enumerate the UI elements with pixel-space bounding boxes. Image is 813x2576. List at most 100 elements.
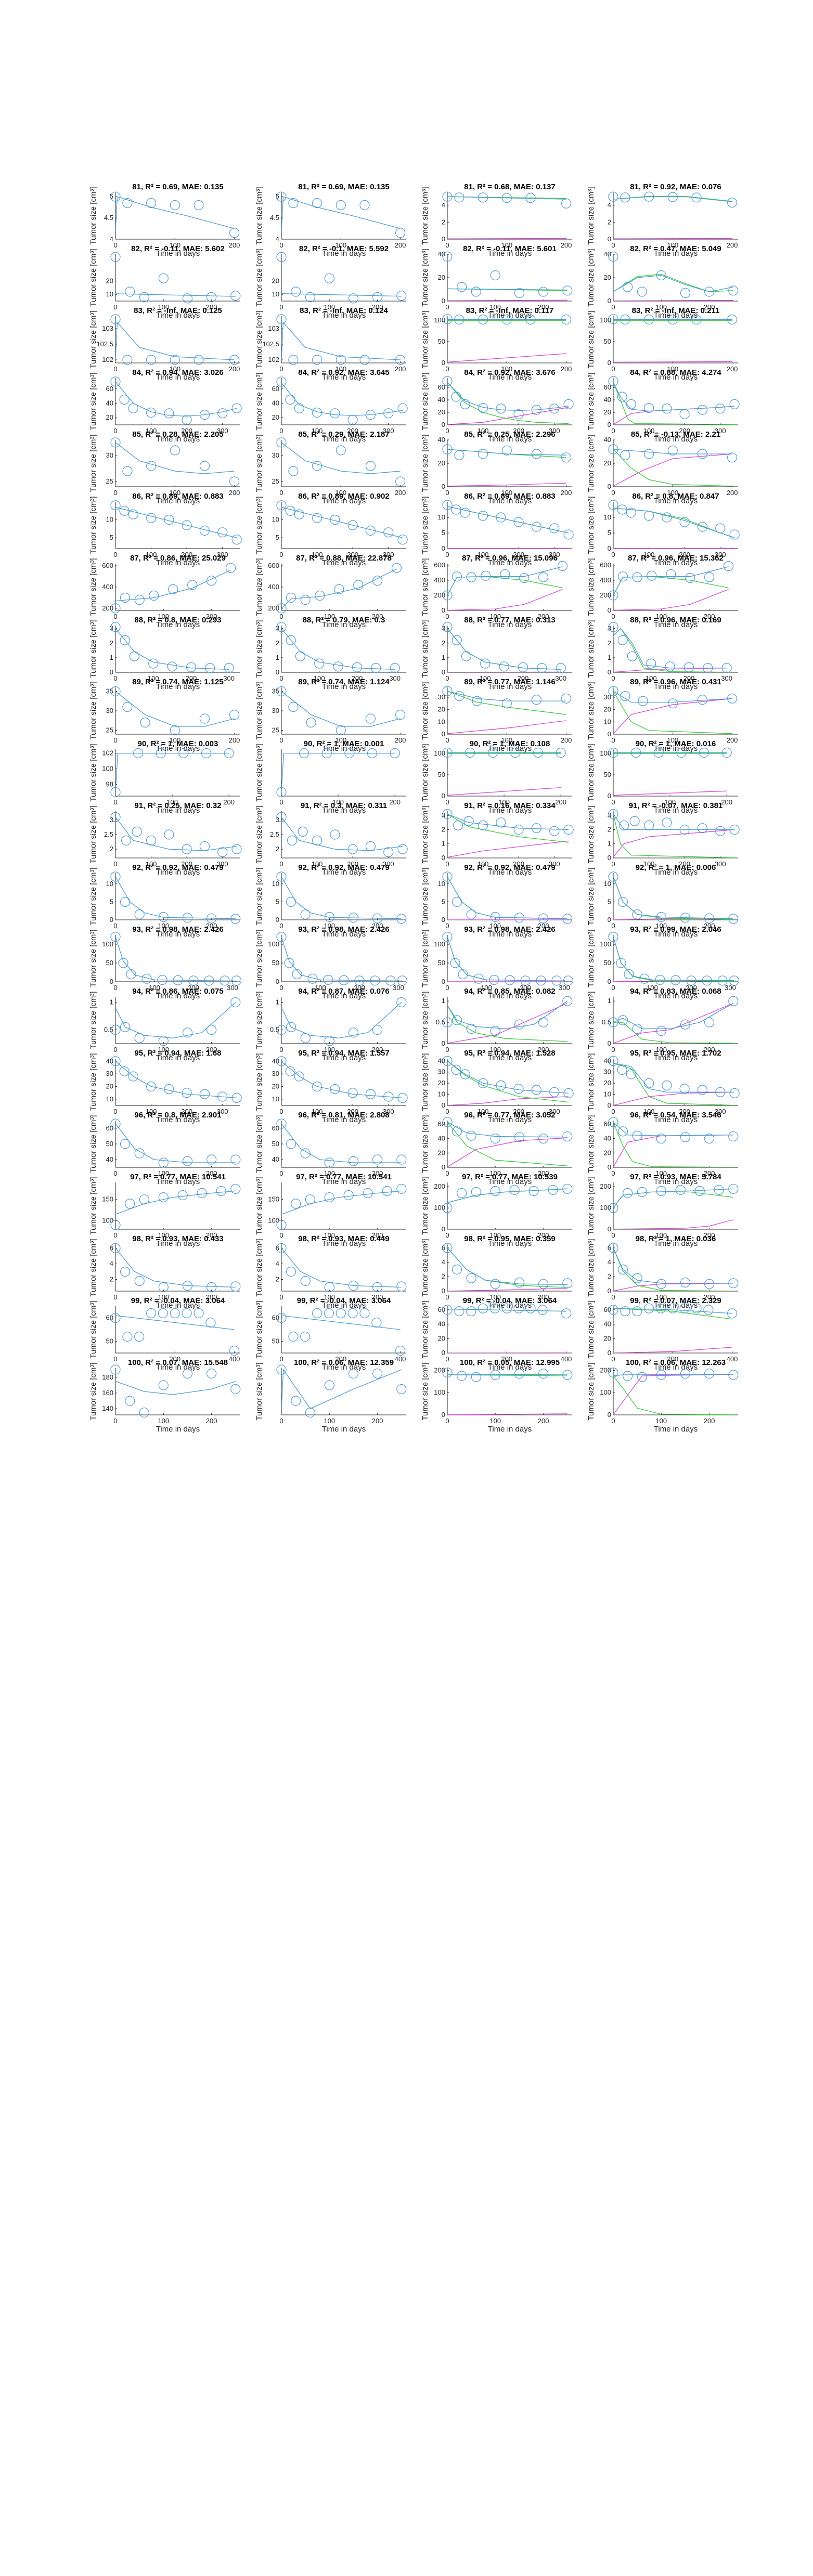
observed-point [170,1308,180,1319]
x-tick-label: 100 [312,860,323,868]
observed-point [312,1081,322,1092]
observed-point [207,1154,217,1165]
observed-point [324,912,334,922]
x-tick-label: 200 [704,1169,715,1177]
observed-point [146,198,157,209]
y-tick-label: 4.5 [104,214,113,222]
observed-point [110,787,121,798]
model-fit-curve [115,876,236,919]
observed-point [691,1303,702,1313]
observed-point [177,1190,188,1201]
observed-point [121,835,132,845]
x-tick-label: 200 [181,1108,192,1115]
x-tick-label: 100 [158,1417,169,1425]
observed-point [513,517,524,527]
subplot-title: 89, R² = 0.96, MAE: 0.431 [630,678,721,686]
treatment-sensitive-curve [447,936,569,982]
subplot-title: 84, R² = 0.92, MAE: 3.676 [464,368,556,377]
x-tick-label: 200 [538,303,549,311]
x-axis-label: Time in days [488,373,532,382]
subplot-title: 89, R² = 0.77, MAE: 1.146 [464,678,556,686]
y-tick-label: 10 [272,290,279,298]
y-tick-label: 40 [604,250,611,258]
observed-point [118,958,128,968]
observed-point [525,314,536,325]
observed-point [608,1203,618,1213]
x-axis-label: Time in days [654,620,698,629]
observed-point [442,444,453,454]
observed-point [656,270,666,281]
model-fit-curve [447,449,566,456]
subplot-title: 96, R² = 0.8, MAE: 2.901 [134,1111,221,1120]
observed-point [323,974,333,985]
x-tick-label: 300 [725,984,736,992]
x-tick-label: 0 [279,1231,283,1239]
observed-point [285,505,295,516]
observed-point [637,1372,648,1382]
x-axis-label: Time in days [156,1053,200,1062]
observed-point [561,1308,572,1319]
x-tick-label: 200 [206,922,217,930]
observed-point [478,1078,488,1088]
subplot-title: 87, R² = 0.96, MAE: 15.096 [462,554,558,563]
observed-point [182,1027,193,1038]
y-tick-label: 0 [608,297,611,305]
x-tick-label: 0 [611,984,615,992]
x-axis-label: Time in days [156,249,200,258]
observed-point [347,844,358,854]
x-axis-label: Time in days [654,373,698,382]
x-tick-label: 0 [445,1046,449,1053]
x-tick-label: 200 [352,674,363,682]
observed-point [371,1317,382,1328]
x-tick-label: 400 [229,1355,240,1363]
observed-point [288,198,299,209]
x-tick-label: 300 [217,427,228,435]
observed-point [478,192,488,203]
x-tick-label: 200 [538,1293,549,1301]
observed-point [662,404,672,414]
observed-point [670,975,681,985]
x-tick-label: 100 [158,613,169,620]
model-fit-curve [115,816,237,851]
observed-point [305,1194,316,1205]
observed-point [608,590,618,601]
observed-point [608,1017,618,1027]
x-tick-label: 200 [347,860,358,868]
x-tick-label: 0 [113,427,117,435]
y-tick-label: 30 [106,451,113,459]
y-tick-label: 20 [438,1149,445,1156]
observed-point [170,445,180,456]
treatment-resistant-curve [447,840,569,858]
observed-point [146,461,157,471]
y-tick-label: 100 [600,940,611,948]
observed-point [120,635,130,645]
x-tick-label: 0 [445,241,449,249]
y-tick-label: 10 [438,718,445,725]
observed-point [617,392,627,402]
observed-point [182,293,193,304]
y-tick-label: 2 [110,639,113,647]
observed-point [509,1185,520,1195]
subplot-title: 86, R² = 0.89, MAE: 0.883 [132,492,224,501]
observed-point [347,1308,358,1319]
y-tick-label: 50 [438,337,445,345]
y-axis-label: Tumor size [cm³] [89,558,98,616]
y-tick-label: 20 [604,1334,611,1342]
observed-point [513,824,524,835]
observed-point [217,847,228,857]
observed-point [729,399,740,410]
observed-point [372,913,383,923]
x-tick-label: 100 [324,613,335,620]
x-tick-label: 100 [643,860,655,868]
x-axis-label: Time in days [654,1301,698,1310]
y-tick-label: 6 [110,1244,113,1252]
observed-point [632,1273,642,1283]
y-tick-label: 200 [268,604,279,612]
observed-point [442,686,453,696]
